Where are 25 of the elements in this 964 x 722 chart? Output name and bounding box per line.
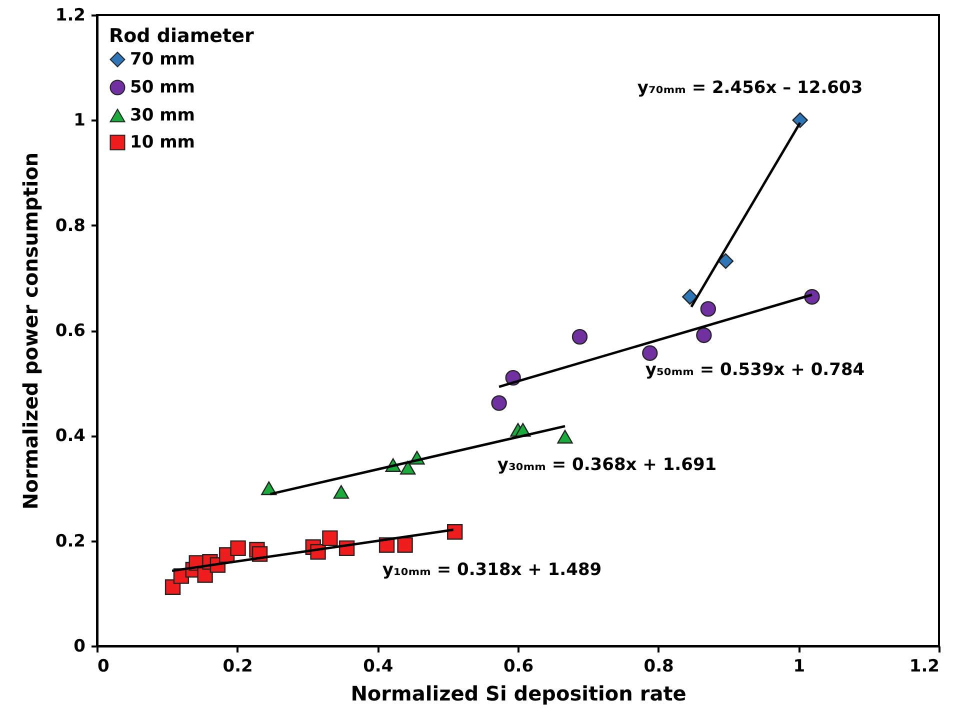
y-tick-label: 0.4 [55,426,86,446]
annotation: y₇₀ₘₘ = 2.456x – 12.603 [637,78,863,98]
y-tick-label: 1 [74,110,86,131]
x-tick-label: 0.8 [644,656,674,676]
y-tick-label: 0.6 [55,321,86,341]
legend-label: 50 mm [130,78,196,98]
y-axis-title: Normalized power consumption [18,152,42,510]
x-tick-label: 1.2 [909,656,940,676]
x-tick-label: 0.2 [222,656,253,676]
annotation: y₁₀ₘₘ = 0.318x + 1.489 [382,560,602,580]
y-tick-label: 0.8 [55,216,86,236]
y-tick-label: 0.2 [55,531,86,552]
x-tick-label: 0 [98,656,110,676]
legend-title: Rod diameter [109,25,254,47]
x-axis-title: Normalized Si deposition rate [350,682,686,706]
annotation: y₃₀ₘₘ = 0.368x + 1.691 [497,455,717,475]
annotation: y₅₀ₘₘ = 0.539x + 0.784 [645,360,865,380]
legend-label: 30 mm [130,106,196,126]
legend-label: 10 mm [130,132,196,152]
x-tick-label: 1 [793,656,806,676]
x-tick-label: 0.6 [503,656,534,676]
legend-label: 70 mm [130,50,196,70]
y-tick-label: 1.2 [55,6,86,26]
x-tick-label: 0.4 [363,656,394,676]
y-tick-label: 0 [74,636,86,656]
